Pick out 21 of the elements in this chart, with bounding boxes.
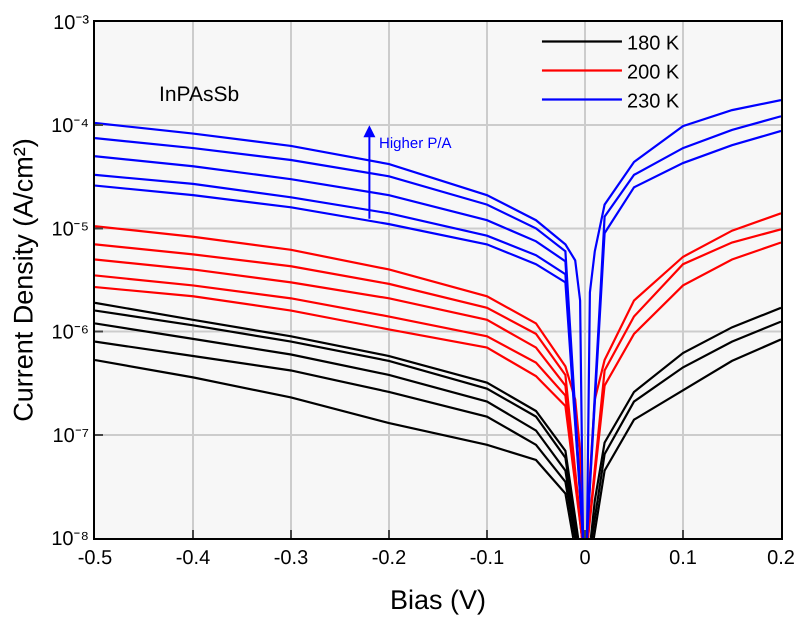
x-tick-label: 0.1	[669, 547, 697, 569]
annotation: InPAsSb	[159, 83, 240, 106]
y-tick-label: 10⁻⁵	[51, 218, 89, 240]
annotation: Higher P/A	[379, 135, 452, 152]
y-tick-label: 10⁻³	[53, 12, 90, 34]
x-tick-label: -0.4	[176, 547, 210, 569]
legend-label: 180 K	[626, 32, 680, 54]
y-tick-label: 10⁻⁸	[51, 528, 89, 550]
x-axis-title: Bias (V)	[390, 584, 486, 615]
x-tick-label: 0.2	[767, 547, 795, 569]
y-tick-label: 10⁻⁷	[52, 424, 89, 447]
legend-label: 230 K	[626, 90, 680, 112]
x-tick-label: -0.1	[470, 547, 504, 569]
x-tick-label: -0.5	[78, 547, 112, 569]
y-tick-label: 10⁻⁴	[51, 115, 89, 138]
x-tick-label: -0.2	[372, 547, 406, 569]
x-tick-label: 0	[579, 547, 591, 569]
y-axis-title: Current Density (A/cm²)	[8, 138, 39, 422]
legend-label: 200 K	[626, 61, 680, 84]
y-tick-label: 10⁻⁶	[52, 322, 89, 344]
x-tick-label: -0.3	[274, 547, 308, 569]
